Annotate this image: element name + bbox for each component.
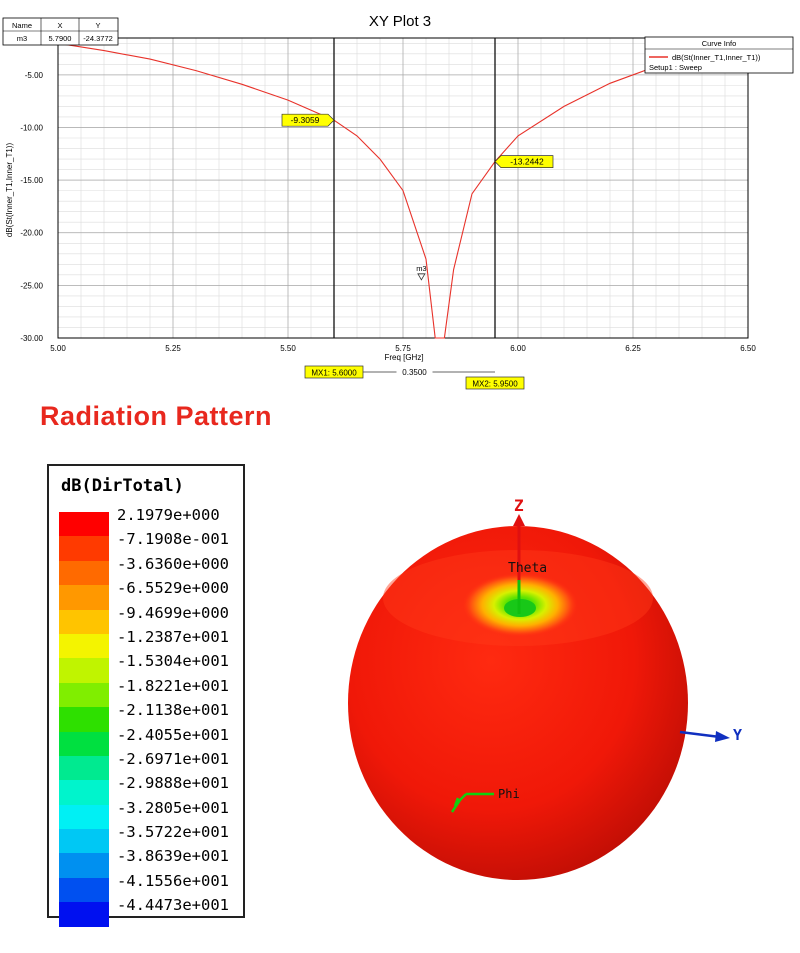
- x-tick-label: 5.50: [280, 344, 296, 353]
- directivity-color-scale: dB(DirTotal) 2.1979e+000 -7.1908e-001 -3.6…: [47, 464, 245, 927]
- x-axis-label: Freq [GHz]: [384, 353, 423, 362]
- x-tick-label: 6.50: [740, 344, 756, 353]
- legend-series-name: dB(St(Inner_T1,Inner_T1)): [672, 53, 761, 62]
- theta-label: Theta: [508, 561, 547, 576]
- color-scale-swatch: [59, 902, 109, 927]
- y-tick-label: -10.00: [20, 123, 43, 132]
- color-scale-swatch: [59, 755, 109, 781]
- z-axis-arrow: [513, 514, 525, 526]
- legend-title: Curve Info: [702, 39, 737, 48]
- marker-value-flag-mx2: -13.2442: [494, 155, 554, 168]
- s-parameter-xy-plot: XY Plot 3 5.00 5.25 5.50 5.75 6.00 6.25 6.50 -…: [0, 0, 800, 395]
- y-tick-label: -15.00: [20, 176, 43, 185]
- marker-table-header-y: Y: [95, 21, 100, 30]
- color-scale-swatches: [59, 512, 109, 927]
- radiation-pattern-heading: Radiation Pattern: [40, 401, 273, 431]
- phi-label: Phi: [498, 787, 520, 801]
- color-scale-swatch: [59, 804, 109, 830]
- x-tick-label: 5.00: [50, 344, 66, 353]
- color-scale-value: -3.5722e+001: [117, 823, 229, 842]
- color-scale-swatch: [59, 585, 109, 610]
- z-axis-label: Z: [514, 496, 524, 515]
- y-axis-label: dB(St(Inner_T1,Inner_T1)): [5, 143, 14, 238]
- marker-table-cell-y: -24.3772: [83, 34, 113, 43]
- color-scale-value: -1.8221e+001: [117, 676, 229, 695]
- color-scale-value: -3.8639e+001: [117, 847, 229, 866]
- marker-value-mx1: -9.3059: [291, 115, 320, 125]
- marker-table-header-name: Name: [12, 21, 32, 30]
- color-scale-swatch: [59, 512, 109, 537]
- color-scale-value: -4.1556e+001: [117, 871, 229, 890]
- marker-value-flag-mx1: -9.3059: [281, 113, 335, 127]
- x-tick-label: 6.00: [510, 344, 526, 353]
- color-scale-swatch: [59, 853, 109, 878]
- color-scale-swatch: [59, 877, 109, 903]
- marker-label-mx1[interactable]: MX1: 5.6000: [304, 365, 364, 379]
- color-scale-value: -2.1138e+001: [117, 701, 229, 720]
- color-scale-value: 2.1979e+000: [117, 506, 220, 524]
- pattern-body: [348, 526, 688, 880]
- marker-table-cell-name: m3: [17, 34, 27, 43]
- x-tick-label: 5.25: [165, 344, 181, 353]
- y-axis: [679, 730, 721, 739]
- color-scale-value: -3.2805e+001: [117, 798, 229, 817]
- color-scale-swatch: [59, 731, 109, 756]
- marker-table: Name X Y m3 5.7900 -24.3772: [2, 17, 119, 46]
- color-scale-title: dB(DirTotal): [61, 476, 184, 496]
- color-scale-swatch: [59, 658, 109, 683]
- color-scale-value: -2.6971e+001: [117, 749, 229, 768]
- point-marker-m3-label: m3: [416, 264, 426, 273]
- color-scale-swatch: [59, 633, 109, 659]
- y-axis-label: Y: [733, 726, 742, 744]
- color-scale-labels: 2.1979e+000 -7.1908e-001 -3.6360e+000 -6.55…: [117, 503, 229, 918]
- color-scale-value: -1.2387e+001: [117, 627, 229, 646]
- color-scale-swatch: [59, 536, 109, 561]
- color-scale-value: -2.9888e+001: [117, 774, 229, 793]
- marker-table-cell-x: 5.7900: [49, 34, 72, 43]
- marker-table-header-x: X: [57, 21, 62, 30]
- phi-indicator: [450, 792, 494, 813]
- color-scale-value: -2.4055e+001: [117, 725, 229, 744]
- y-tick-label: -25.00: [20, 281, 43, 290]
- color-scale-value: -6.5529e+000: [117, 579, 229, 598]
- plot-frame: [57, 37, 749, 339]
- marker-value-mx2: -13.2442: [510, 157, 544, 167]
- curve-info-legend: Curve Info dB(St(Inner_T1,Inner_T1)) Set…: [644, 36, 794, 74]
- svg-text:MX2: 5.9500: MX2: 5.9500: [472, 380, 518, 389]
- color-scale-swatch: [59, 560, 109, 586]
- color-scale-swatch: [59, 707, 109, 732]
- point-marker-m3[interactable]: m3: [416, 264, 427, 281]
- color-scale-value: -4.4473e+001: [117, 896, 229, 915]
- color-scale-value: -1.5304e+001: [117, 652, 229, 671]
- color-scale-swatch: [59, 780, 109, 805]
- marker-label-mx2[interactable]: MX2: 5.9500: [465, 376, 525, 390]
- delta-value: 0.3500: [402, 368, 427, 377]
- x-tick-label: 5.75: [395, 344, 411, 353]
- y-tick-label: -20.00: [20, 229, 43, 238]
- svg-text:MX1: 5.6000: MX1: 5.6000: [311, 369, 357, 378]
- xy-plot-title: XY Plot 3: [369, 13, 431, 30]
- color-scale-value: -7.1908e-001: [117, 530, 229, 549]
- y-tick-label: -30.00: [20, 334, 43, 343]
- y-tick-label: -5.00: [25, 71, 44, 80]
- color-scale-value: -3.6360e+000: [117, 554, 229, 573]
- x-tick-label: 6.25: [625, 344, 641, 353]
- color-scale-swatch: [59, 609, 109, 634]
- legend-setup: Setup1 : Sweep: [649, 63, 702, 72]
- color-scale-swatch: [59, 682, 109, 708]
- color-scale-swatch: [59, 829, 109, 854]
- radiation-pattern-3d: Z Theta Y Phi: [348, 496, 742, 880]
- color-scale-value: -9.4699e+000: [117, 603, 229, 622]
- y-axis-arrow: [715, 731, 730, 742]
- series-line-dB-St: [57, 42, 749, 339]
